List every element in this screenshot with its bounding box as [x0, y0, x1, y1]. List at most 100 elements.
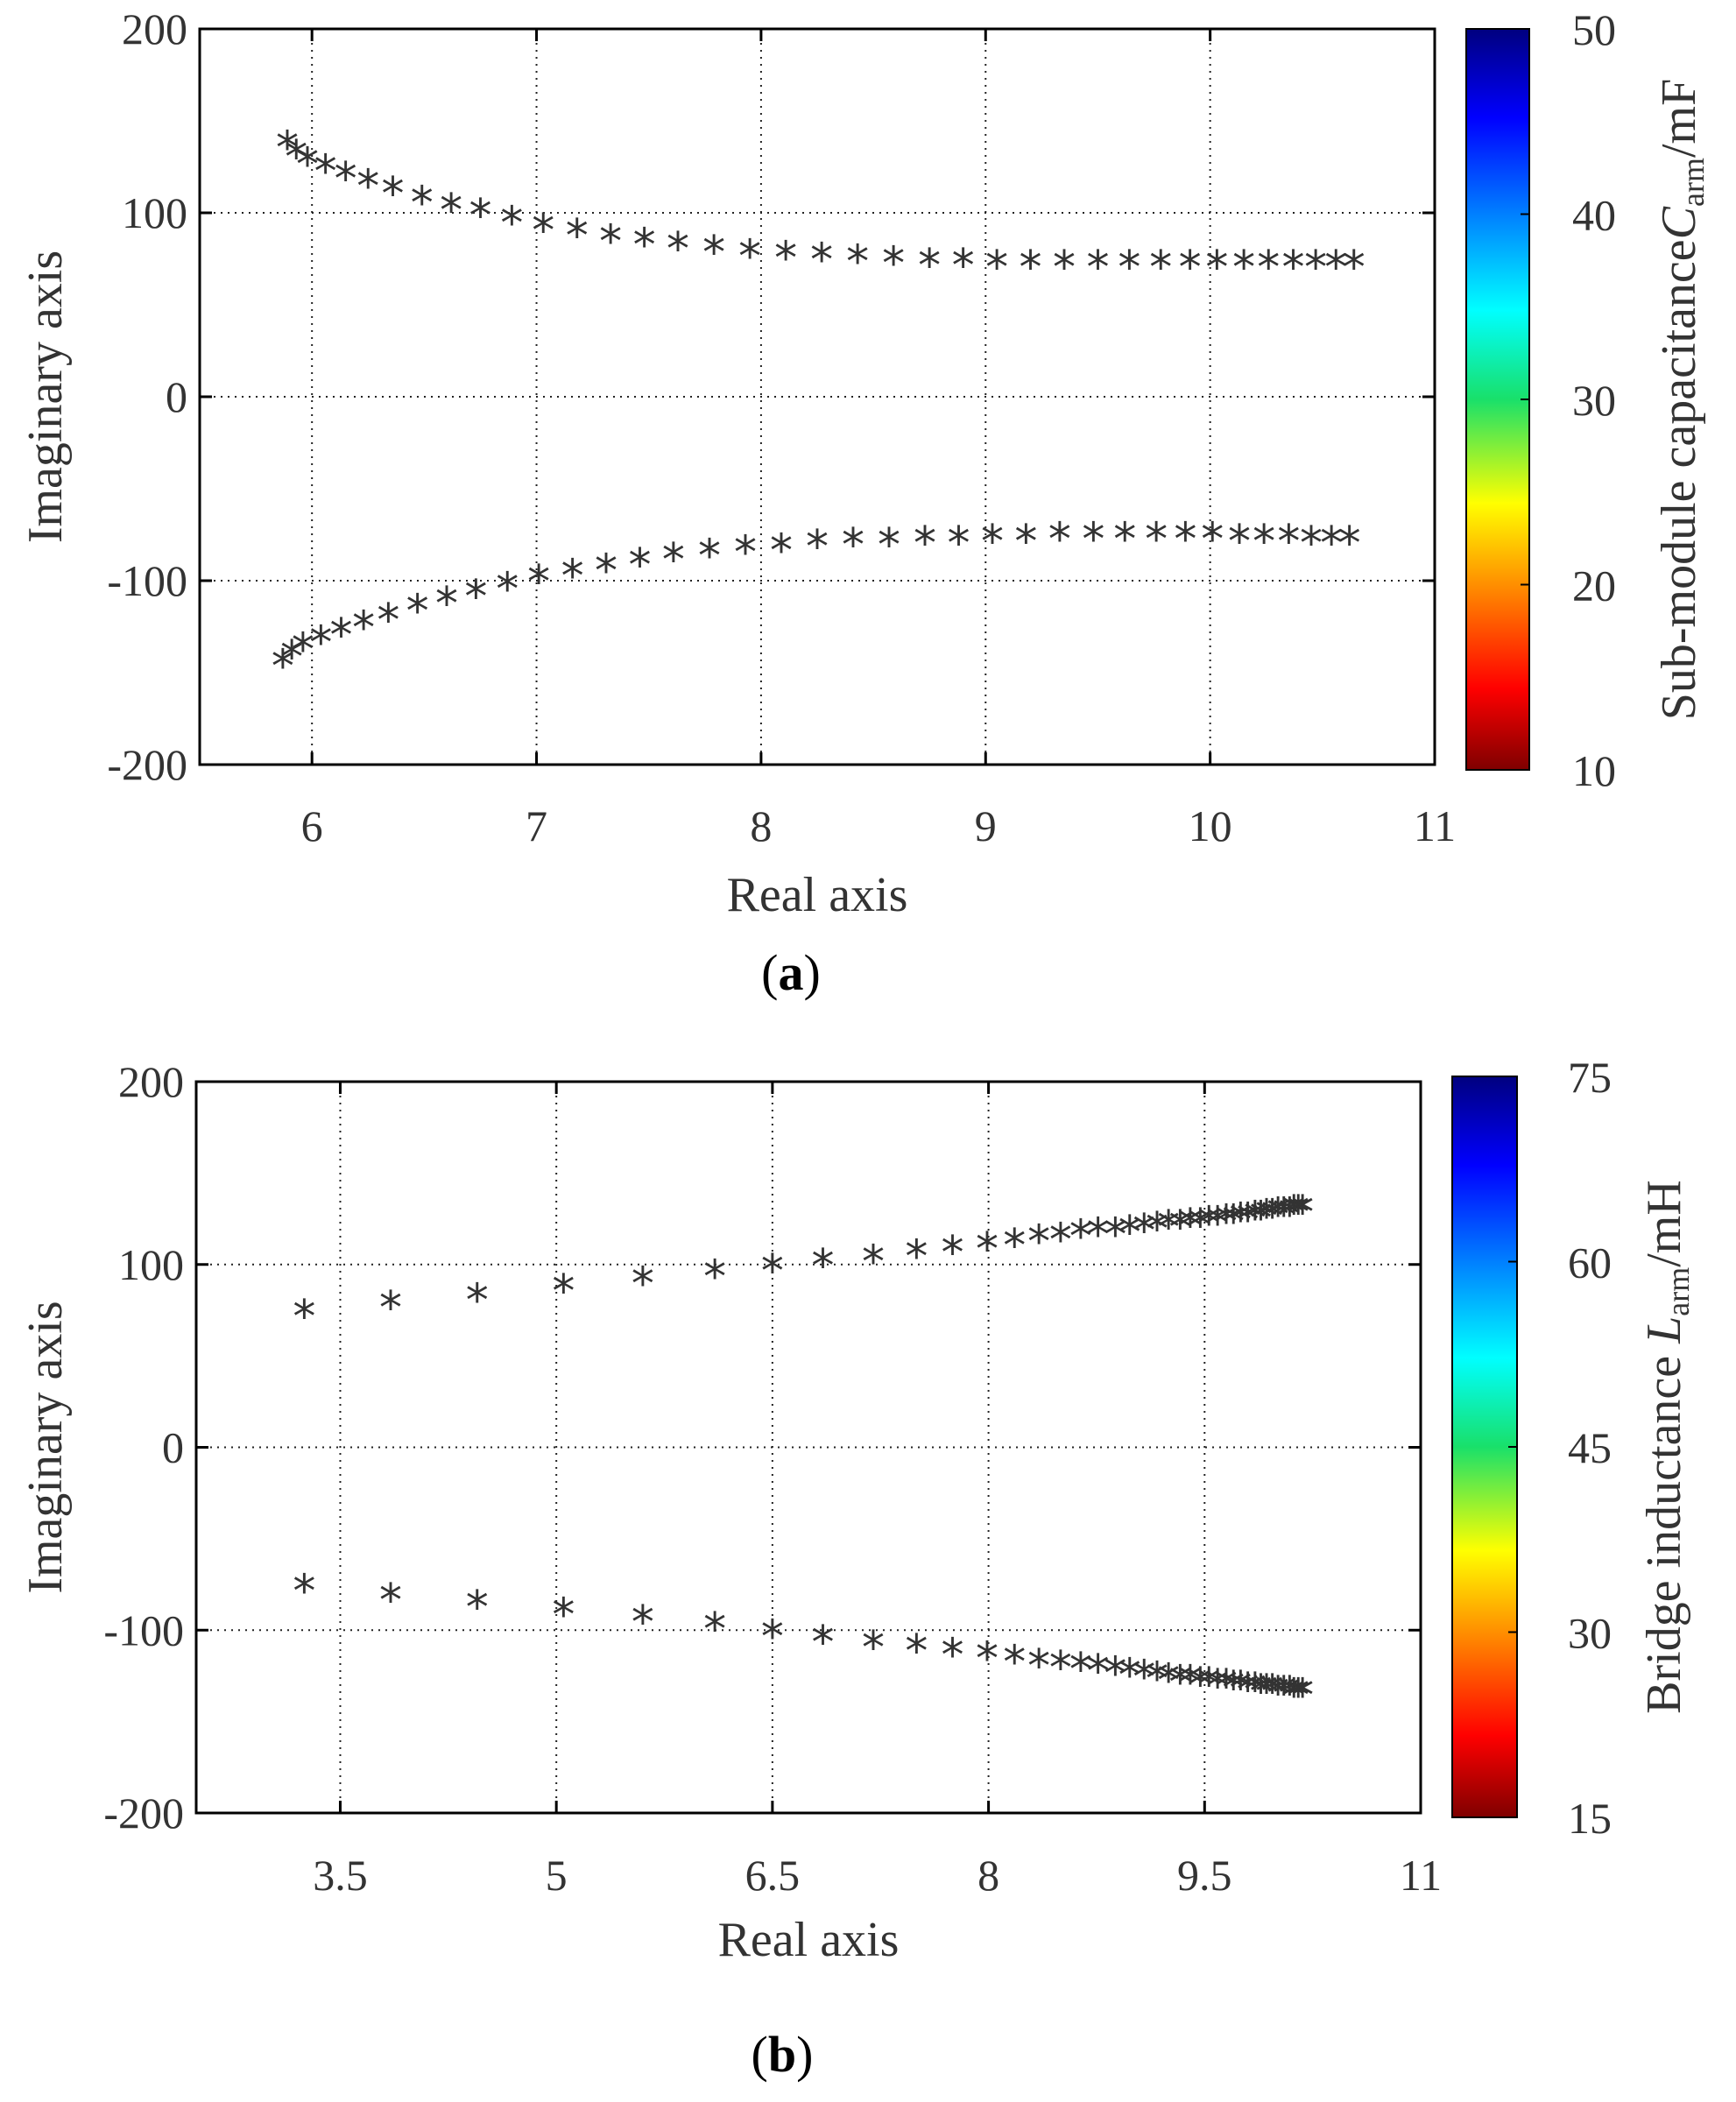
data-point-upper-branch: * — [1282, 1187, 1305, 1239]
data-point-lower-branch: * — [1273, 1668, 1295, 1720]
data-point-upper-branch: * — [500, 198, 523, 250]
data-point-lower-branch: * — [352, 603, 375, 655]
data-point-upper-branch: * — [774, 232, 797, 285]
colorbar-tick-label: 45 — [1568, 1423, 1612, 1472]
data-point-lower-branch: * — [1168, 1657, 1191, 1710]
data-point-upper-branch: * — [1232, 242, 1255, 294]
data-point-lower-branch: * — [1291, 1669, 1314, 1722]
data-point-upper-branch: * — [632, 1259, 654, 1311]
data-point-upper-branch: * — [1069, 1210, 1092, 1263]
data-point-upper-branch: * — [1287, 1187, 1309, 1239]
caption-open-paren: ( — [761, 944, 778, 1001]
data-point-upper-branch: * — [1189, 1200, 1211, 1252]
colorbar-label-symbol: L — [1637, 1316, 1691, 1344]
data-point-lower-branch: * — [698, 531, 721, 583]
data-point-upper-branch: * — [599, 216, 622, 269]
data-point-upper-branch: * — [1197, 1198, 1220, 1251]
data-point-lower-branch: * — [1113, 514, 1136, 567]
data-point-upper-branch: * — [1168, 1202, 1191, 1254]
data-point-upper-branch: * — [862, 1237, 885, 1289]
data-point-upper-branch: * — [1027, 1217, 1050, 1269]
data-point-upper-branch: * — [667, 223, 689, 276]
data-point-upper-branch: * — [1133, 1205, 1155, 1258]
data-point-lower-branch: * — [632, 1597, 654, 1649]
data-point-upper-branch: * — [1261, 1190, 1284, 1243]
data-point-upper-branch: * — [1244, 1192, 1267, 1245]
colorbar-label-symbol: C — [1652, 206, 1706, 239]
data-point-upper-branch: * — [1146, 1203, 1168, 1256]
data-point-lower-branch: * — [1215, 1661, 1238, 1713]
data-point-lower-branch: * — [330, 610, 353, 662]
data-point-upper-branch: * — [1087, 1209, 1110, 1261]
data-point-lower-branch: * — [1201, 514, 1224, 567]
y-axis-label: Imaginary axis — [18, 1301, 73, 1593]
x-axis-label: Real axis — [727, 868, 908, 922]
data-point-upper-branch: * — [1179, 1200, 1202, 1252]
data-point-lower-branch: * — [1179, 1657, 1202, 1710]
data-point-lower-branch: * — [1189, 1659, 1211, 1711]
data-point-upper-branch: * — [1086, 242, 1109, 294]
colorbar-label-subscript: arm — [1661, 1267, 1696, 1316]
data-point-upper-branch: * — [1222, 1196, 1245, 1249]
data-point-upper-branch: * — [1157, 1202, 1180, 1254]
data-point-upper-branch: * — [1237, 1195, 1260, 1247]
data-point-lower-branch: * — [595, 545, 617, 597]
colorbar-tick-label: 20 — [1572, 561, 1616, 610]
y-tick-label: -200 — [103, 1788, 184, 1837]
colorbar-label: Bridge inductance Larm/mH — [1637, 1180, 1696, 1714]
data-point-upper-branch: * — [882, 238, 905, 291]
data-point-lower-branch: * — [406, 586, 429, 638]
data-point-lower-branch: * — [1146, 1654, 1168, 1706]
data-point-lower-branch: * — [976, 1633, 999, 1686]
x-tick-label: 6 — [301, 801, 323, 850]
data-point-lower-branch: * — [1267, 1668, 1289, 1720]
data-point-upper-branch: * — [952, 240, 975, 293]
y-tick-label: 200 — [122, 4, 187, 53]
data-point-lower-branch: * — [878, 519, 900, 572]
data-point-lower-branch: * — [1228, 516, 1251, 568]
data-point-upper-branch: * — [1281, 242, 1304, 294]
data-point-lower-branch: * — [1048, 514, 1071, 567]
data-point-upper-branch: * — [276, 122, 299, 174]
data-point-upper-branch: * — [1206, 1198, 1229, 1251]
colorbar-tick-label: 50 — [1572, 5, 1616, 54]
data-point-upper-branch: * — [532, 205, 554, 257]
data-point-upper-branch: * — [285, 131, 307, 184]
panel-caption: (a) — [761, 944, 821, 1001]
data-point-upper-branch: * — [440, 185, 462, 237]
y-tick-label: -100 — [103, 1605, 184, 1654]
y-axis-label: Imaginary axis — [18, 250, 73, 543]
data-point-upper-branch: * — [1273, 1189, 1295, 1241]
x-tick-label: 3.5 — [313, 1851, 368, 1900]
data-point-lower-branch: * — [466, 1582, 489, 1634]
data-point-upper-branch: * — [1249, 1192, 1272, 1245]
data-point-lower-branch: * — [309, 617, 332, 669]
data-point-upper-branch: * — [293, 1291, 315, 1344]
data-point-lower-branch: * — [628, 540, 651, 592]
plot-frame — [194, 1080, 1422, 1815]
data-point-lower-branch: * — [1300, 518, 1323, 570]
data-point-upper-branch: * — [1003, 1220, 1026, 1273]
data-point-lower-branch: * — [1104, 1647, 1126, 1700]
data-point-lower-branch: * — [1133, 1651, 1155, 1703]
data-point-upper-branch: * — [905, 1231, 928, 1283]
data-point-lower-branch: * — [552, 1589, 575, 1641]
data-point-lower-branch: * — [1206, 1661, 1229, 1713]
data-point-lower-branch: * — [806, 521, 829, 574]
x-tick-label: 8 — [977, 1851, 999, 1900]
data-point-upper-branch: * — [1324, 242, 1347, 294]
data-point-lower-branch: * — [1069, 1644, 1092, 1696]
data-point-lower-branch: * — [1014, 516, 1037, 568]
y-tick-label: 100 — [118, 1240, 184, 1289]
data-point-upper-branch: * — [1229, 1195, 1252, 1247]
data-point-lower-branch: * — [1049, 1642, 1072, 1695]
data-point-upper-branch: * — [379, 1282, 402, 1335]
data-point-upper-branch: * — [1215, 1196, 1238, 1249]
data-point-lower-branch: * — [272, 641, 294, 694]
data-point-lower-branch: * — [1197, 1659, 1220, 1711]
data-point-lower-branch: * — [1261, 1666, 1284, 1718]
data-point-lower-branch: * — [1255, 1666, 1278, 1718]
data-point-upper-branch: * — [1205, 242, 1228, 294]
colorbar-label-unit: /mH — [1637, 1180, 1691, 1267]
data-point-lower-branch: * — [496, 563, 519, 616]
